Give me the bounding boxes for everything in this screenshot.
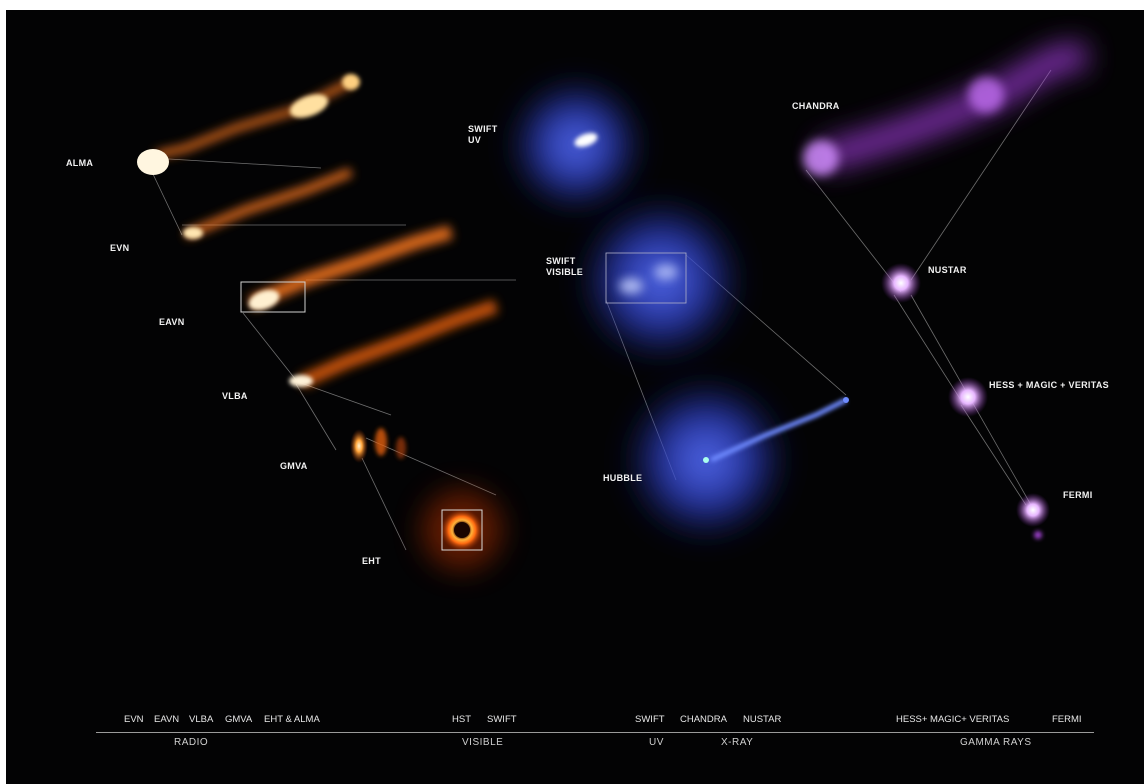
- label-gmva: GMVA: [280, 461, 308, 471]
- band-radio: RADIO: [174, 737, 209, 748]
- band-xray: X-RAY: [721, 737, 754, 748]
- optical-uv-images: [506, 75, 849, 545]
- axis-item-swift-visible: SWIFT: [487, 714, 517, 725]
- band-visible: VISIBLE: [462, 737, 504, 748]
- axis-item-chandra: CHANDRA: [680, 714, 727, 725]
- label-vlba: VLBA: [222, 391, 248, 401]
- band-gamma-rays: GAMMA RAYS: [960, 737, 1032, 748]
- label-eht: EHT: [362, 556, 381, 566]
- label-chandra: CHANDRA: [792, 101, 840, 111]
- band-uv: UV: [649, 737, 664, 748]
- xray-gamma-images: [803, 42, 1089, 539]
- label-hubble: HUBBLE: [603, 473, 643, 483]
- axis-item-fermi: FERMI: [1052, 714, 1082, 725]
- axis-item-eavn: EAVN: [154, 714, 180, 725]
- axis-item-hess-magic-veritas: HESS+ MAGIC+ VERITAS: [896, 714, 1010, 725]
- label-swift-uv: SWIFT UV: [468, 124, 498, 145]
- swift-visible-zoom-box: [605, 252, 687, 304]
- axis-item-nustar: NUSTAR: [743, 714, 782, 725]
- wavelength-axis-line: [96, 732, 1094, 733]
- eht-zoom-box: [441, 509, 483, 551]
- m87-multiwavelength-scene: [137, 42, 1089, 570]
- axis-item-vlba: VLBA: [189, 714, 214, 725]
- axis-item-evn: EVN: [124, 714, 144, 725]
- axis-item-swift-uv: SWIFT: [635, 714, 665, 725]
- alma-core-blob: [137, 149, 169, 175]
- label-eavn: EAVN: [159, 317, 185, 327]
- axis-item-gmva: GMVA: [225, 714, 253, 725]
- label-evn: EVN: [110, 243, 130, 253]
- eavn-zoom-box: [240, 281, 306, 313]
- label-swift-visible: SWIFT VISIBLE: [546, 256, 584, 277]
- label-alma: ALMA: [66, 158, 94, 168]
- composite-image: ALMA EVN EAVN VLBA GMVA EHT SWIFT UV SWI…: [6, 10, 1144, 784]
- label-fermi: FERMI: [1063, 490, 1093, 500]
- label-hess-magic-veritas: HESS + MAGIC + VERITAS: [989, 380, 1109, 390]
- axis-item-hst: HST: [452, 714, 471, 725]
- radio-images: [137, 74, 502, 570]
- label-nustar: NUSTAR: [928, 265, 967, 275]
- axis-item-eht-alma: EHT & ALMA: [264, 714, 320, 725]
